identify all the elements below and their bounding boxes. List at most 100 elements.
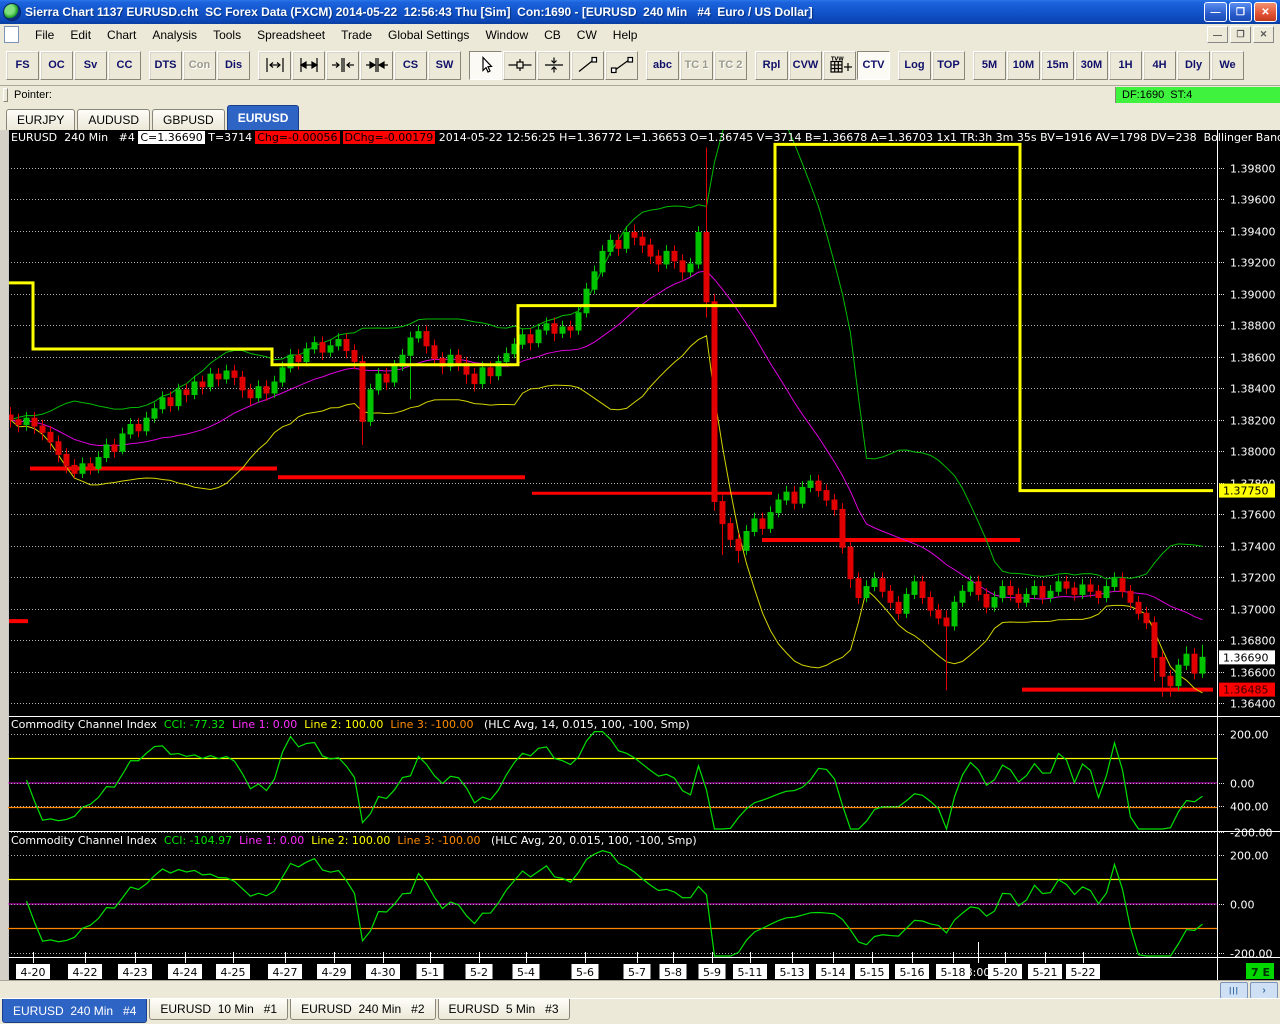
toolbar-button-sw[interactable]: SW (428, 50, 461, 80)
toolbar-button-we[interactable]: We (1211, 50, 1244, 80)
menu-item-edit[interactable]: Edit (70, 27, 92, 42)
svg-text:0.00: 0.00 (1230, 778, 1255, 791)
toolbar-button-top[interactable]: TOP (932, 50, 965, 80)
mdi-restore-button[interactable]: ❐ (1230, 26, 1251, 43)
svg-text:1.37400: 1.37400 (1230, 541, 1276, 554)
menu-item-cb[interactable]: CB (544, 27, 561, 42)
menu-item-spreadsheet[interactable]: Spreadsheet (257, 27, 326, 42)
toolbar-button-cvw[interactable]: CVW (789, 50, 822, 80)
header-field: Chg=-0.00056 (255, 131, 340, 144)
symbol-tab-eurjpy[interactable]: EURJPY (6, 109, 76, 130)
header-field: Commodity Channel Index (11, 834, 164, 847)
svg-text:1.39800: 1.39800 (1230, 163, 1276, 176)
symbol-tab-gbpusd[interactable]: GBPUSD (152, 109, 225, 130)
chart-tab-bar: EURUSD 240 Min #4 EURUSD 10 Min #1 EURUSD … (0, 998, 1280, 1024)
menu-item-global-settings[interactable]: Global Settings (388, 27, 470, 42)
menu-item-tools[interactable]: Tools (213, 27, 242, 42)
chart-system-icon[interactable] (4, 26, 19, 43)
price-chart-header: EURUSD 240 Min #4 C=1.36690 T=3714 Chg=-0… (11, 131, 1280, 144)
toolbar-button-sv[interactable]: Sv (74, 50, 107, 80)
pointer-icon[interactable] (469, 50, 502, 80)
toolbar-button-fs[interactable]: FS (6, 50, 39, 80)
vertical-scale-icon[interactable] (537, 50, 570, 80)
symbol-tab-bar: EURJPY AUDUSD GBPUSD EURUSD (0, 104, 1280, 130)
chart-region[interactable]: 1.39800 1.39600 1.39400 1.39200 1.39000 1.388… (8, 130, 1280, 980)
svg-text:4-25: 4-25 (221, 966, 246, 979)
trendline-icon[interactable] (571, 50, 604, 80)
crosshair-icon[interactable] (503, 50, 536, 80)
menu-item-trade[interactable]: Trade (341, 27, 373, 42)
chart-canvas[interactable]: 1.39800 1.39600 1.39400 1.39200 1.39000 1.388… (8, 130, 1280, 980)
toolbar-button-log[interactable]: Log (898, 50, 931, 80)
symbol-tab-audusd[interactable]: AUDUSD (77, 109, 151, 130)
toolbar-button-4h[interactable]: 4H (1143, 50, 1176, 80)
menu-items: File Edit Chart Analysis Tools Spreadsheet Tra… (27, 26, 645, 44)
tvw-grid-icon[interactable]: TVW (823, 50, 856, 80)
svg-text:5-7: 5-7 (628, 966, 646, 979)
chart-tab-4[interactable]: EURUSD 5 Min #3 (437, 999, 570, 1020)
toolbar-button-abc[interactable]: abc (646, 50, 679, 80)
toolbar-button-cs[interactable]: CS (394, 50, 427, 80)
menu-item-help[interactable]: Help (612, 27, 638, 42)
scroll-right-button[interactable]: › (1250, 981, 1278, 999)
spacing-increase-filled-icon[interactable] (292, 50, 325, 80)
menu-bar: File Edit Chart Analysis Tools Spreadsheet Tra… (0, 24, 1280, 46)
mdi-minimize-button[interactable]: — (1207, 26, 1228, 43)
toolbar-button-oc[interactable]: OC (40, 50, 73, 80)
toolbar-button-rpl[interactable]: Rpl (755, 50, 788, 80)
price-label-137750: 1.37750 (1219, 483, 1275, 498)
svg-text:5-18: 5-18 (941, 966, 966, 979)
toolbar-button-cc[interactable]: CC (108, 50, 141, 80)
chart-tab-2[interactable]: EURUSD 10 Min #1 (149, 999, 289, 1020)
svg-text:5-22: 5-22 (1071, 966, 1096, 979)
svg-text:1.36400: 1.36400 (1230, 698, 1276, 711)
svg-text:5-21: 5-21 (1033, 966, 1058, 979)
symbol-tab-eurusd[interactable]: EURUSD (226, 105, 300, 130)
toolbar: FS OC Sv CC DTS Con Dis CS SW abc TC 1 TC 2 Rpl CVW TV… (0, 45, 1280, 86)
menu-item-chart[interactable]: Chart (107, 27, 137, 42)
svg-text:0.00: 0.00 (1230, 899, 1255, 912)
menu-item-window[interactable]: Window (485, 27, 529, 42)
app-globe-icon (3, 3, 21, 21)
menu-item-cw[interactable]: CW (576, 27, 597, 42)
header-field: T=3714 (204, 131, 253, 144)
header-field: Line 1: 0.00 (232, 718, 298, 731)
time-axis-labels: 4-20 4-22 4-23 4-24 4-25 4-27 4-29 4-30 5-1 5-2 5-… (16, 942, 1100, 979)
svg-text:5-14: 5-14 (821, 966, 846, 979)
toolbar-button-con: Con (183, 50, 216, 80)
toolbar-button-dts[interactable]: DTS (149, 50, 182, 80)
svg-text:5-16: 5-16 (900, 966, 925, 979)
mdi-close-button[interactable]: ✕ (1253, 26, 1274, 43)
toolbar-button-15m[interactable]: 15m (1041, 50, 1074, 80)
svg-text:200.00: 200.00 (1230, 850, 1269, 863)
restore-button[interactable]: ❐ (1229, 2, 1252, 22)
scrollbar-thumb-button[interactable]: ||| (1220, 981, 1248, 999)
svg-text:8:00: 8:00 (966, 966, 991, 979)
chart-tab-1[interactable]: EURUSD 240 Min #4 (2, 999, 148, 1023)
close-button[interactable]: ✕ (1254, 2, 1277, 22)
toolbar-button-5m[interactable]: 5M (973, 50, 1006, 80)
toolbar-button-1h[interactable]: 1H (1109, 50, 1142, 80)
toolbar-button-ctv[interactable]: CTV (857, 50, 890, 80)
toolbar-button-10m[interactable]: 10M (1007, 50, 1040, 80)
menu-item-file[interactable]: File (35, 27, 55, 42)
toolbar-button-dis[interactable]: Dis (217, 50, 250, 80)
toolbar-button-30m[interactable]: 30M (1075, 50, 1108, 80)
red-support-lines (8, 466, 1213, 692)
toolbar-button-dly[interactable]: Dly (1177, 50, 1210, 80)
minimize-button[interactable]: — (1204, 2, 1227, 22)
svg-text:400.00: 400.00 (1230, 801, 1269, 814)
menu-item-analysis[interactable]: Analysis (152, 27, 198, 42)
svg-text:1.37750: 1.37750 (1223, 485, 1269, 498)
header-field: Line 1: 0.00 (239, 834, 305, 847)
svg-text:4-20: 4-20 (21, 966, 46, 979)
chart-tab-3[interactable]: EURUSD 240 Min #2 (290, 999, 436, 1020)
toolbar-button-tc-2: TC 2 (714, 50, 747, 80)
header-field: Commodity Channel Index (11, 718, 164, 731)
svg-text:1.36690: 1.36690 (1223, 651, 1269, 664)
spacing-decrease-icon[interactable] (326, 50, 359, 80)
spacing-decrease-filled-icon[interactable] (360, 50, 393, 80)
toolbar-button-tc-1: TC 1 (680, 50, 713, 80)
ray-icon[interactable] (605, 50, 638, 80)
spacing-increase-icon[interactable] (258, 50, 291, 80)
